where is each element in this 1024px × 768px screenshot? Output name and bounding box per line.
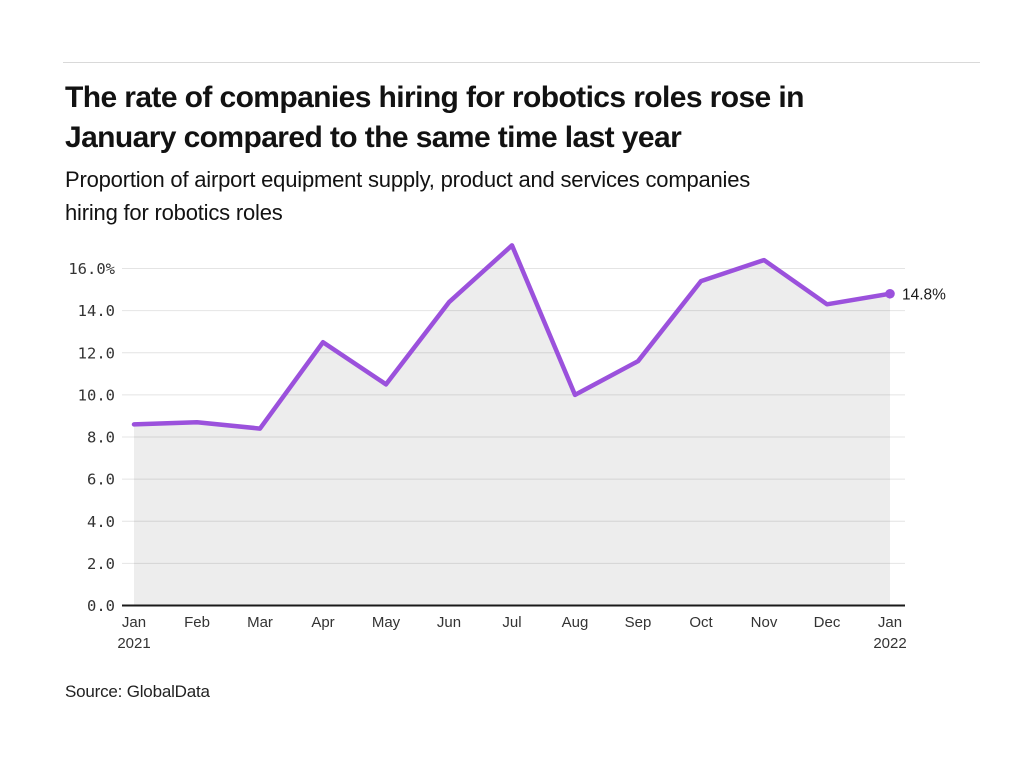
- chart-title-line2: January compared to the same time last y…: [65, 121, 682, 154]
- top-divider: [63, 62, 980, 63]
- x-axis-month-label: Dec: [814, 614, 841, 631]
- source-credit: Source: GlobalData: [65, 682, 210, 701]
- data-line: [131, 243, 893, 431]
- x-axis-year-label: 2022: [873, 635, 906, 652]
- x-axis-month-label: May: [372, 614, 401, 631]
- chart-subtitle-line1: Proportion of airport equipment supply, …: [65, 167, 751, 192]
- x-axis-month-label: Jan: [122, 614, 146, 631]
- chart-title-line1: The rate of companies hiring for robotic…: [65, 81, 804, 114]
- x-axis-month-label: Aug: [562, 614, 589, 631]
- x-axis-month-label: Apr: [311, 614, 334, 631]
- y-axis-tick-label: 14.0: [78, 302, 115, 320]
- x-axis-month-label: Feb: [184, 614, 210, 631]
- x-axis-month-label: Mar: [247, 614, 273, 631]
- y-axis-tick-label: 8.0: [87, 429, 115, 447]
- x-axis-month-label: Nov: [751, 614, 778, 631]
- chart-subtitle-line2: hiring for robotics roles: [65, 200, 283, 225]
- y-axis-tick-label: 10.0: [78, 386, 115, 404]
- end-point-value-label: 14.8%: [902, 286, 946, 303]
- area-fill: [134, 245, 890, 606]
- y-axis-tick-label: 4.0: [87, 513, 115, 531]
- hiring-rate-line-chart: 16.0% 14.0 12.0 10.0 8.0 6.0 4.0 2.0 0.0 14.8% Jan…: [68, 243, 946, 652]
- y-axis-tick-label: 2.0: [87, 555, 115, 573]
- x-axis-month-label: Jul: [502, 614, 521, 631]
- x-axis-month-label: Sep: [625, 614, 652, 631]
- end-point-dot: [885, 288, 895, 299]
- x-axis-month-label: Oct: [689, 614, 713, 631]
- y-axis-tick-label: 0.0: [87, 597, 115, 615]
- x-axis-month-label: Jan: [878, 614, 902, 631]
- x-axis-year-label: 2021: [117, 635, 150, 652]
- x-axis-month-label: Jun: [437, 614, 461, 631]
- y-axis-tick-label: 16.0%: [68, 260, 115, 278]
- y-axis-tick-label: 12.0: [78, 344, 115, 362]
- y-axis-tick-label: 6.0: [87, 471, 115, 489]
- chart-title: The rate of companies hiring for robotic…: [65, 78, 804, 158]
- chart-subtitle: Proportion of airport equipment supply, …: [65, 163, 750, 229]
